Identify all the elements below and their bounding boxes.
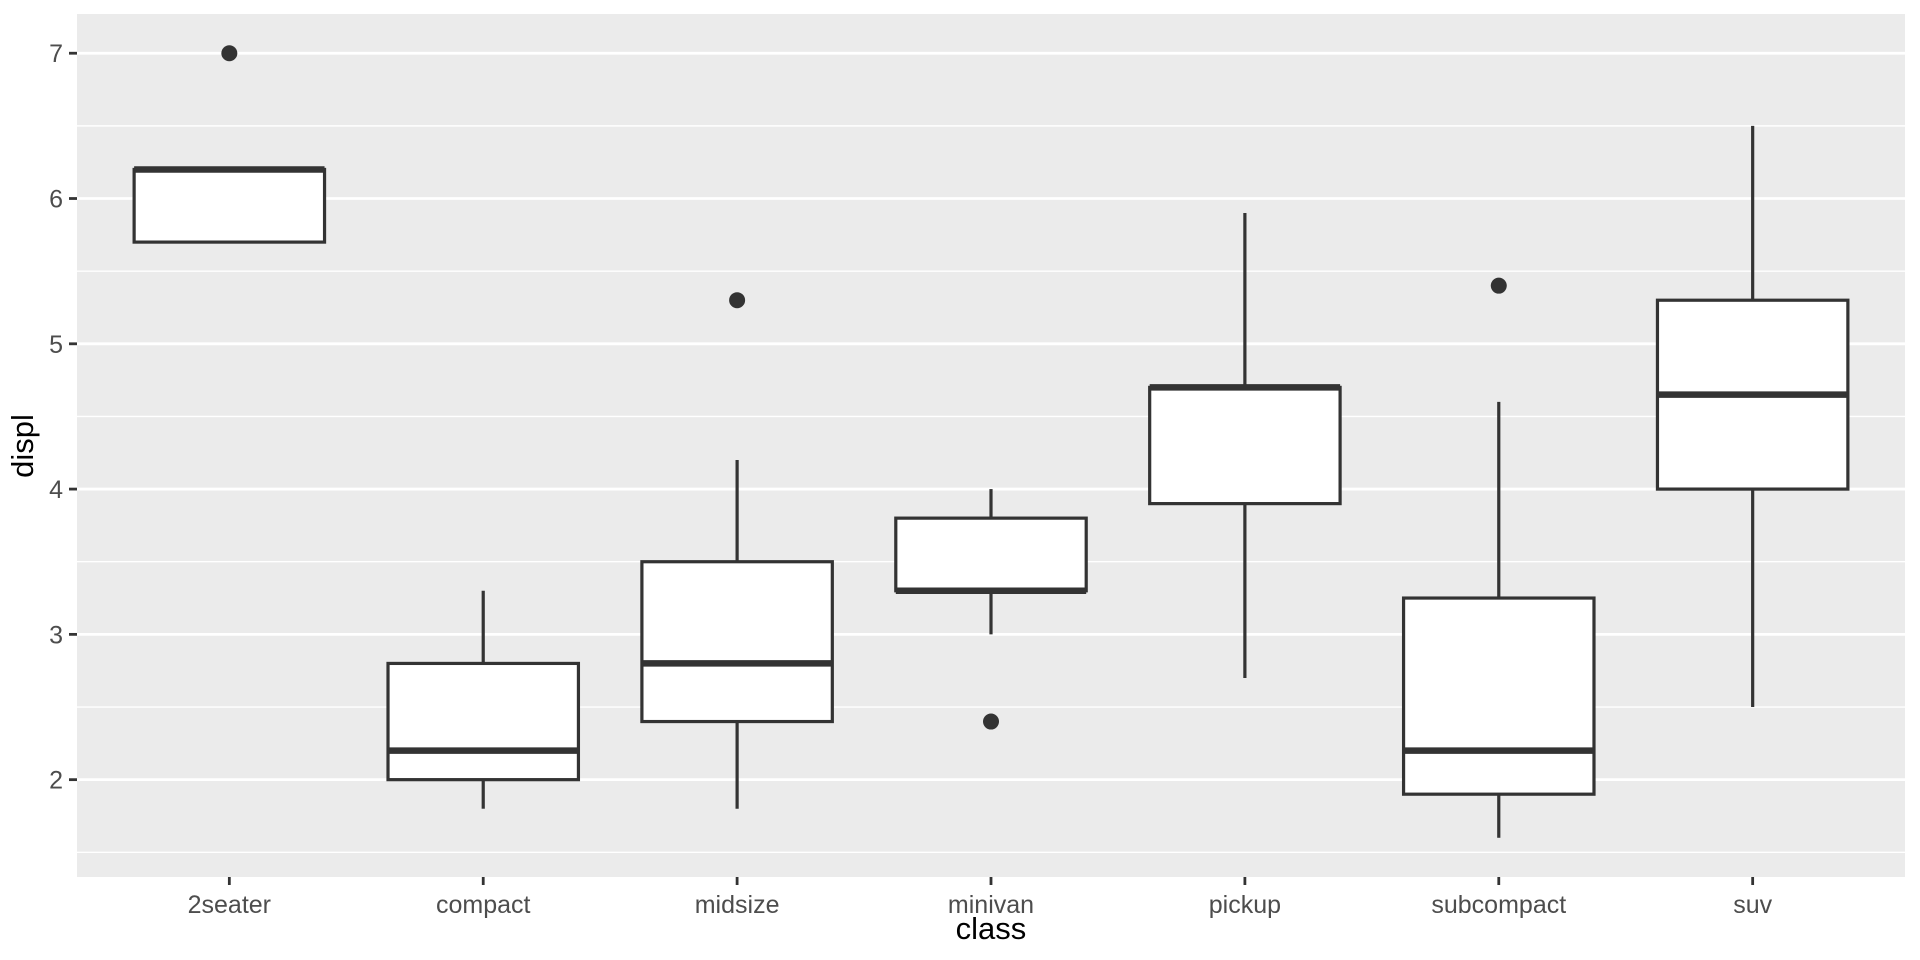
panel-background <box>77 14 1905 877</box>
iqr-box <box>132 167 327 244</box>
iqr-box <box>1148 385 1342 506</box>
x-tick-label: pickup <box>1209 891 1281 919</box>
boxplot-2seater <box>132 45 327 244</box>
iqr-box <box>1401 596 1596 796</box>
boxplot-suv <box>1655 125 1850 708</box>
y-tick-label: 3 <box>49 621 63 649</box>
x-tick-label: 2seater <box>188 891 271 919</box>
y-tick-label: 6 <box>49 186 63 214</box>
x-axis-title: class <box>956 911 1027 946</box>
iqr-box <box>894 516 1088 593</box>
x-tick-label: midsize <box>695 891 780 919</box>
outlier-point <box>983 713 999 730</box>
iqr-box <box>386 661 581 782</box>
x-tick-label: compact <box>436 891 531 919</box>
y-axis-title: displ <box>5 414 40 478</box>
boxplot-subcompact <box>1401 277 1596 838</box>
boxplot-minivan <box>894 489 1088 730</box>
y-tick-label: 4 <box>49 476 63 504</box>
x-tick-label: minivan <box>948 891 1034 919</box>
x-tick-label: subcompact <box>1431 891 1566 919</box>
outlier-point <box>729 292 746 309</box>
boxplot-pickup <box>1148 213 1342 678</box>
y-tick-label: 2 <box>49 767 63 795</box>
axes-layer: 2 3 4 5 6 7 2seater compact midsize minivan pickup… <box>49 40 1773 919</box>
x-tick-label: suv <box>1733 891 1772 919</box>
boxplot-midsize <box>640 292 834 809</box>
y-tick-label: 5 <box>49 331 63 359</box>
boxplot-compact <box>386 590 581 809</box>
iqr-box <box>640 560 834 724</box>
panel-layer <box>77 14 1905 877</box>
outlier-point <box>221 45 238 62</box>
outlier-point <box>1490 277 1507 294</box>
y-tick-label: 7 <box>49 40 63 68</box>
